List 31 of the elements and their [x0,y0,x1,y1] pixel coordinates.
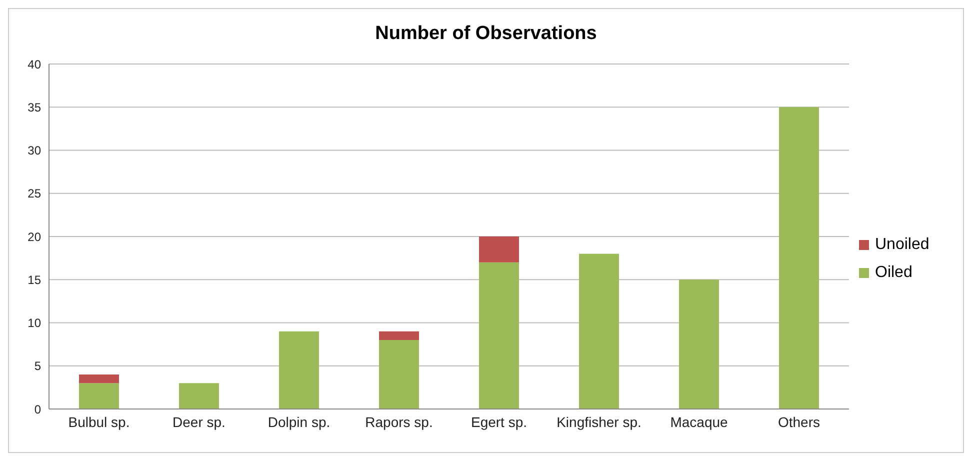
x-tick-label: Macaque [670,414,728,430]
y-tick-label: 40 [28,57,42,72]
bar [379,340,419,409]
x-tick-label: Rapors sp. [365,414,433,430]
y-tick-label: 20 [28,230,42,244]
bar [679,280,719,409]
x-tick-label: Kingfisher sp. [556,414,642,430]
bar [379,331,419,340]
bar [79,383,119,409]
x-tick-label: Egert sp. [470,414,528,430]
y-tick-label: 15 [28,272,42,287]
y-tick-label: 5 [34,359,42,374]
y-tick-label: 35 [28,100,42,114]
bar [479,262,519,409]
bar [279,331,319,409]
y-tick-label: 25 [28,186,42,201]
bar [79,374,119,384]
y-tick-label: 10 [28,316,42,330]
chart-title: Number of Observations [374,22,598,46]
x-tick-label: Bulbul sp. [68,414,130,430]
x-tick-label: Others [778,414,820,430]
legend-label: Unoiled [875,236,930,254]
y-tick-label: 30 [28,144,42,158]
bar [779,107,819,409]
bar [579,254,619,409]
x-tick-label: Dolpin sp. [268,414,330,430]
legend-label: Oiled [875,264,912,282]
y-tick-label: 0 [34,402,42,416]
bar [179,383,219,409]
bar [479,236,519,262]
x-tick-label: Deer sp. [172,414,226,430]
